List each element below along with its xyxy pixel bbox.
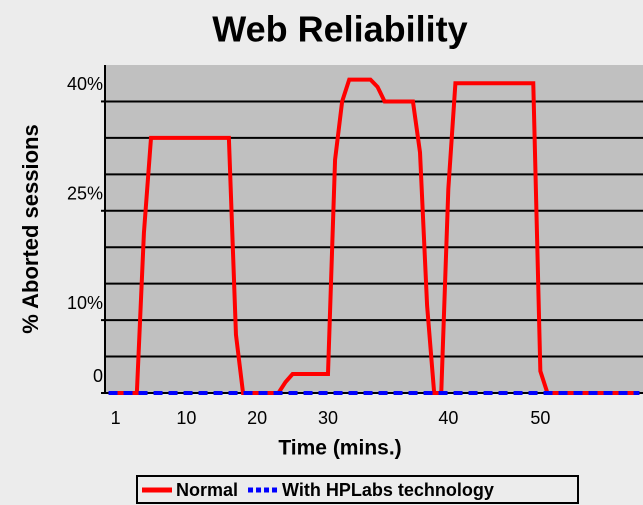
x-axis-label: Time (mins.) — [278, 437, 401, 460]
y-tick-label: 25% — [67, 184, 103, 204]
x-tick-label: 40 — [438, 408, 458, 428]
plot-area — [105, 65, 643, 393]
x-tick-label: 50 — [530, 408, 550, 428]
x-tick-label: 30 — [318, 408, 338, 428]
legend-label: Normal — [176, 480, 238, 500]
y-tick-label: 0 — [93, 366, 103, 386]
y-axis-label: % Aborted sessions — [18, 124, 43, 333]
x-tick-label: 1 — [111, 408, 121, 428]
y-tick-label: 40% — [67, 74, 103, 94]
chart-title: Web Reliability — [212, 9, 467, 50]
y-tick-label: 10% — [67, 293, 103, 313]
legend-box — [136, 475, 579, 504]
legend-label: With HPLabs technology — [282, 480, 494, 500]
x-tick-label: 20 — [247, 408, 267, 428]
x-tick-label: 10 — [176, 408, 196, 428]
